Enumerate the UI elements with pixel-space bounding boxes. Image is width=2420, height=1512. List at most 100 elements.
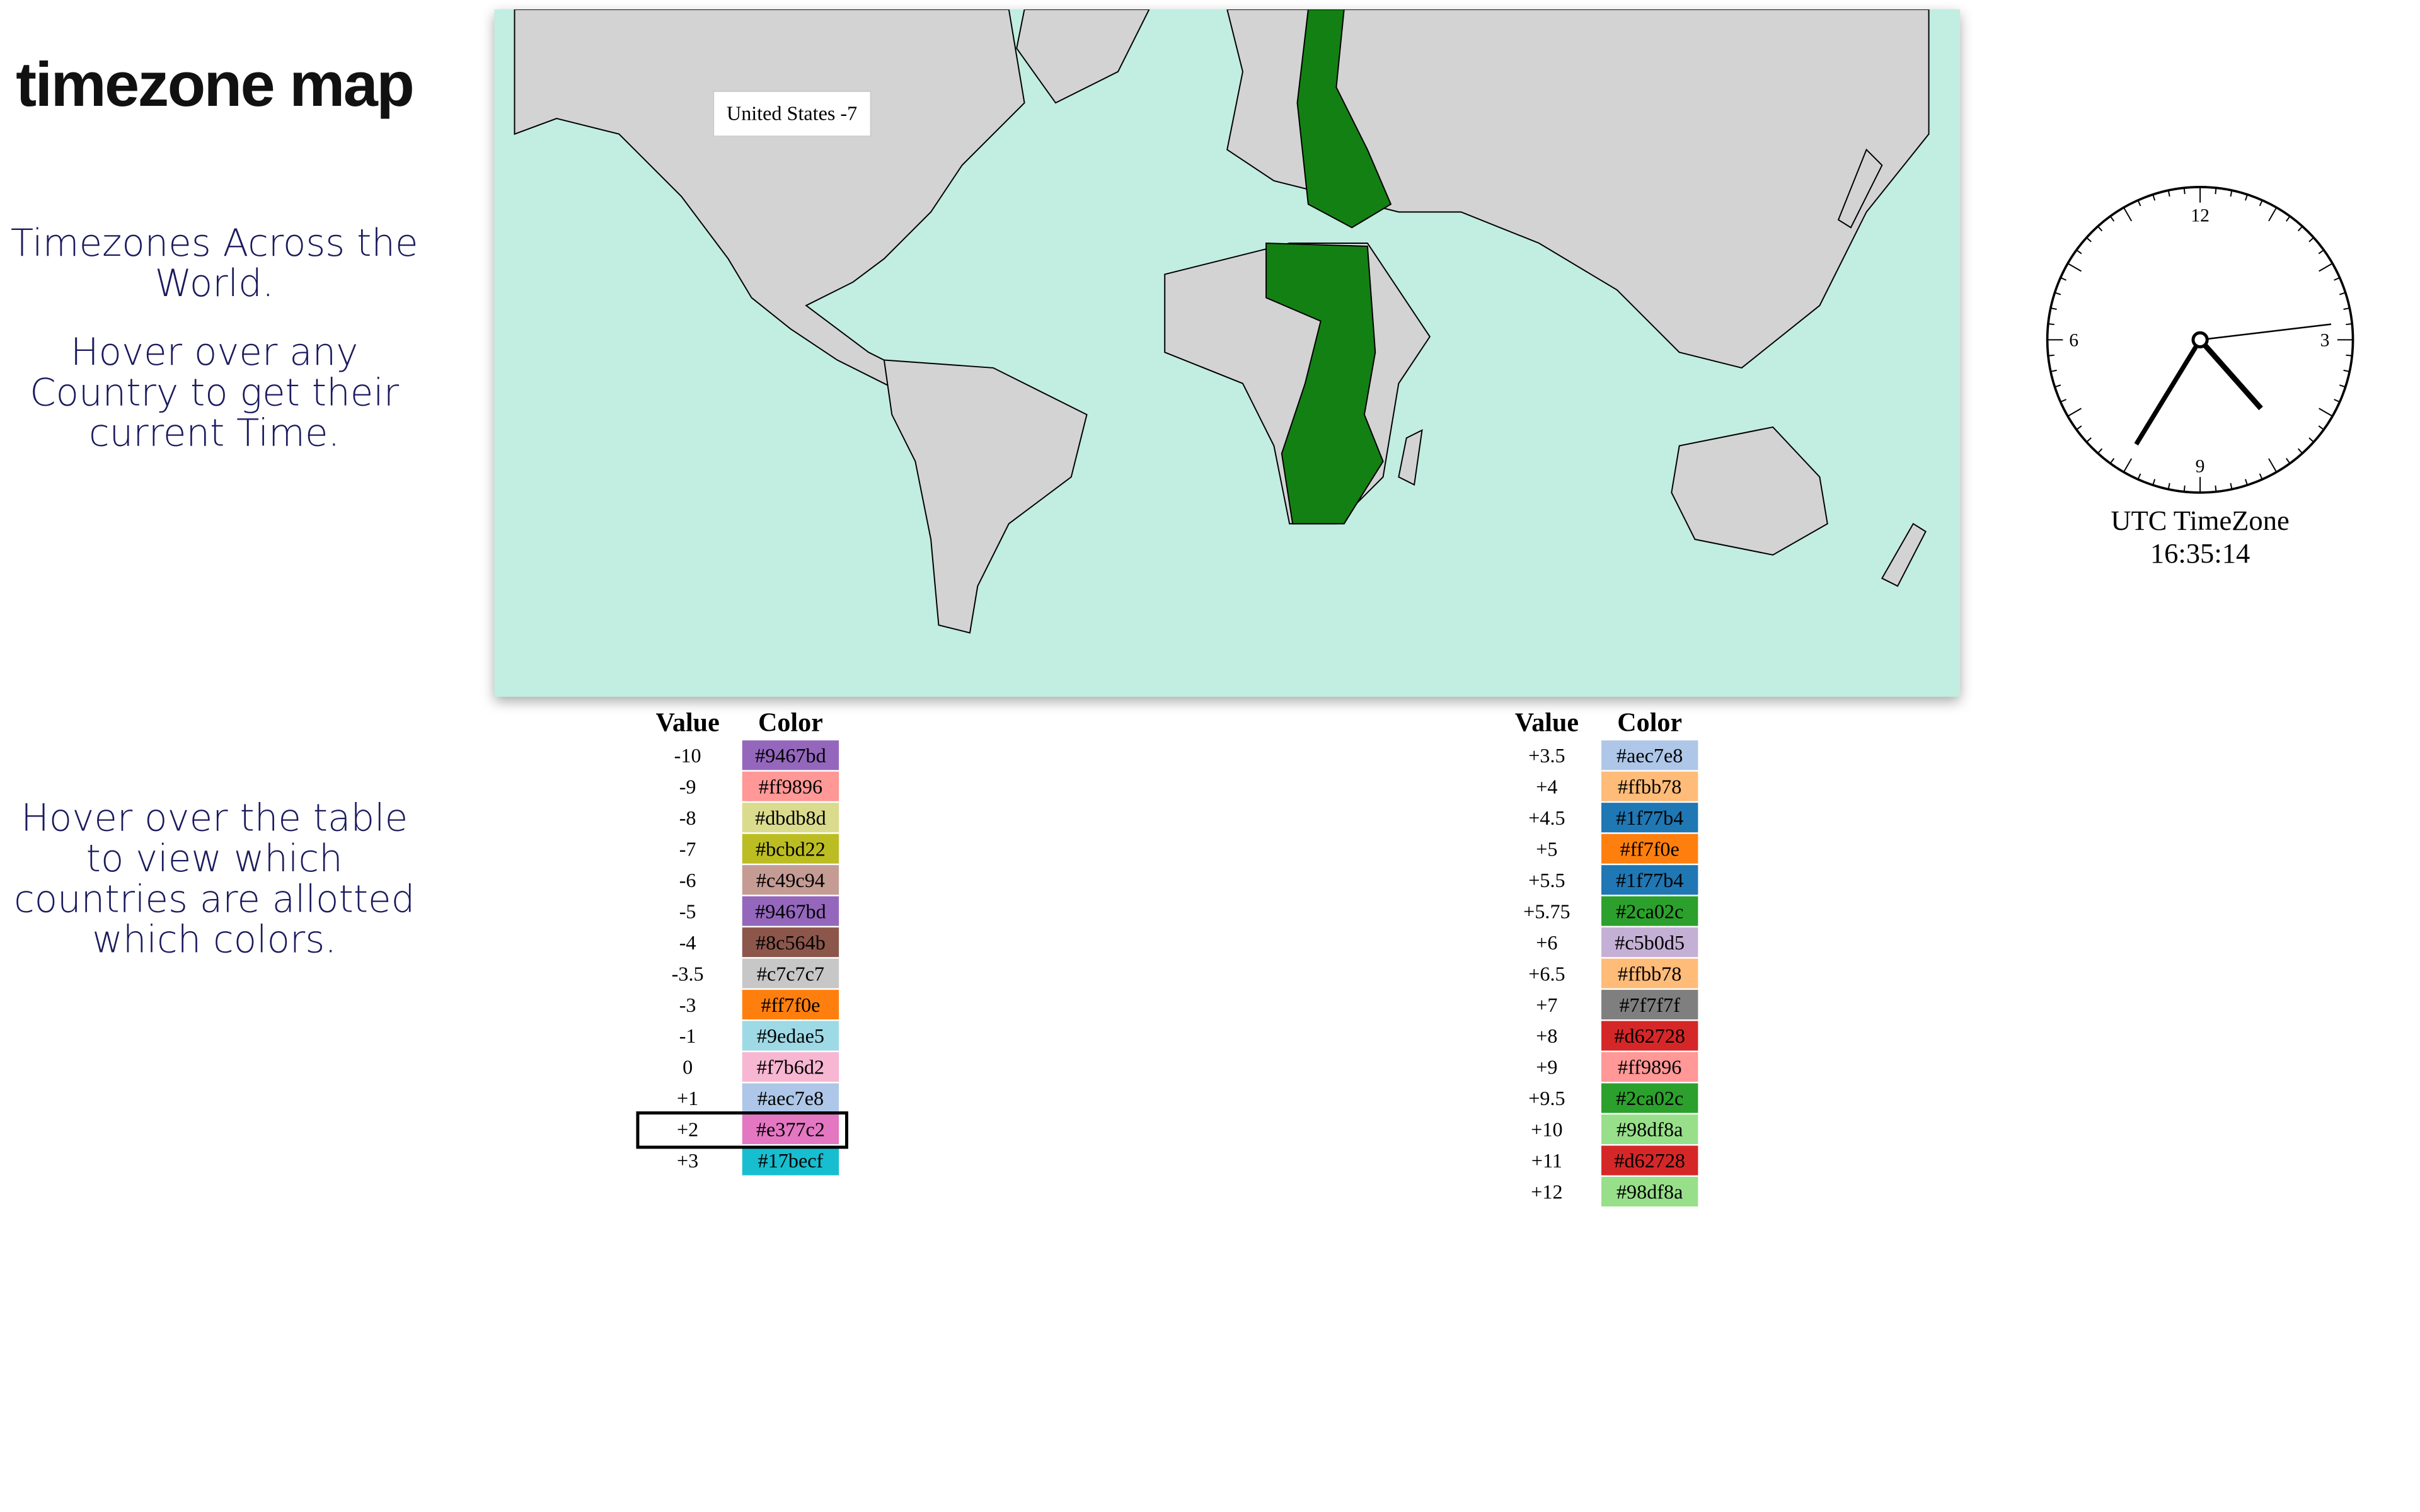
australia[interactable] — [1671, 426, 1828, 556]
table-row[interactable]: +3.5 #aec7e8 — [1499, 740, 1705, 771]
japan[interactable] — [1837, 148, 1883, 229]
color-cell: #7f7f7f — [1595, 990, 1704, 1021]
color-cell: #1f77b4 — [1595, 865, 1704, 896]
table-row[interactable]: +1 #aec7e8 — [639, 1083, 845, 1114]
table-row[interactable]: +10 #98df8a — [1499, 1114, 1705, 1145]
color-cell: #ffbb78 — [1595, 958, 1704, 990]
color-swatch: #9edae5 — [742, 1021, 839, 1051]
color-swatch: #aec7e8 — [1601, 740, 1698, 770]
table-row[interactable]: +4.5 #1f77b4 — [1499, 803, 1705, 833]
table-row[interactable]: -3 #ff7f0e — [639, 990, 845, 1021]
color-cell: #ff9896 — [736, 771, 845, 803]
table-row[interactable]: -1 #9edae5 — [639, 1021, 845, 1052]
clock-tick — [2086, 237, 2092, 243]
color-table[interactable]: Value Color +3.5 #aec7e8 +4 #ffbb78 +4.5 #1f77b… — [1499, 706, 1705, 1208]
value-cell: -5 — [679, 899, 696, 923]
clock-tick — [2319, 263, 2333, 272]
eurasia[interactable] — [1226, 9, 1930, 369]
table-row[interactable]: +6.5 #ffbb78 — [1499, 958, 1705, 990]
table-row[interactable]: -9 #ff9896 — [639, 771, 845, 803]
value-cell: 0 — [683, 1055, 693, 1079]
clock-tick — [2054, 292, 2061, 295]
value-cell: +4.5 — [1528, 806, 1565, 830]
color-cell: #d62728 — [1595, 1021, 1704, 1052]
world-map[interactable]: United States -7 — [494, 9, 1961, 697]
clock-tick — [2076, 425, 2082, 430]
highlight-africa[interactable] — [1265, 242, 1384, 525]
table-row[interactable]: +9.5 #2ca02c — [1499, 1083, 1705, 1114]
color-swatch: #e377c2 — [742, 1114, 839, 1145]
table-row[interactable]: +6 #c5b0d5 — [1499, 927, 1705, 958]
clock: 12 3 6 9 — [2046, 186, 2354, 494]
clock-tick — [2319, 408, 2333, 417]
value-cell: +12 — [1531, 1179, 1563, 1204]
table-row[interactable]: +2 #e377c2 — [636, 1111, 848, 1149]
north-america[interactable] — [514, 9, 1025, 401]
color-swatch: #1f77b4 — [1601, 865, 1698, 895]
clock-ticks — [2047, 186, 2353, 493]
table-row[interactable]: +5.5 #1f77b4 — [1499, 865, 1705, 896]
table-row[interactable]: -10 #9467bd — [639, 740, 845, 771]
value-cell: +10 — [1531, 1118, 1563, 1142]
table-row[interactable]: +5 #ff7f0e — [1499, 833, 1705, 865]
clock-tick — [2152, 479, 2156, 486]
table-row[interactable]: +7 #7f7f7f — [1499, 990, 1705, 1021]
clock-tick — [2067, 408, 2082, 417]
header-row: Value Color — [1499, 706, 1705, 740]
title: timezone map — [16, 51, 415, 120]
color-swatch: #ffbb78 — [1601, 771, 1698, 801]
value-cell: -3 — [679, 993, 696, 1017]
table-row[interactable]: -4 #8c564b — [639, 927, 845, 958]
second-hand — [2199, 323, 2332, 341]
color-swatch: #c5b0d5 — [1601, 927, 1698, 958]
south-america[interactable] — [883, 359, 1088, 634]
table-row[interactable]: -6 #c49c94 — [639, 865, 845, 896]
value-cell: -3.5 — [671, 961, 704, 985]
color-swatch: #dbdb8d — [742, 803, 839, 833]
table-row[interactable]: +4 #ffbb78 — [1499, 771, 1705, 803]
clock-number: 3 — [2320, 330, 2330, 350]
table-row[interactable]: +11 #d62728 — [1499, 1145, 1705, 1177]
header-row: Value Color — [639, 706, 845, 740]
table-row[interactable]: +3 #17becf — [639, 1145, 845, 1177]
clock-tick — [2245, 194, 2248, 201]
color-swatch: #2ca02c — [1601, 896, 1698, 926]
table-row[interactable]: -5 #9467bd — [639, 896, 845, 927]
table-row[interactable]: +9 #ff9896 — [1499, 1052, 1705, 1083]
color-swatch: #17becf — [742, 1145, 839, 1176]
table-row[interactable]: -3.5 #c7c7c7 — [639, 958, 845, 990]
clock-tick — [2123, 458, 2133, 472]
color-swatch: #bcbd22 — [742, 833, 839, 864]
new-zealand[interactable] — [1881, 522, 1927, 587]
table-row[interactable]: -7 #bcbd22 — [639, 833, 845, 865]
table-row[interactable]: -8 #dbdb8d — [639, 803, 845, 833]
value-cell: +6.5 — [1528, 961, 1565, 985]
clock-number: 12 — [2191, 205, 2210, 226]
clock-time: 16:35:14 — [2150, 537, 2250, 570]
value-cell: +7 — [1536, 993, 1558, 1017]
color-swatch: #2ca02c — [1601, 1083, 1698, 1113]
color-table[interactable]: Value Color -10 #9467bd -9 #ff9896 -8 #dbdb8d -7… — [636, 706, 848, 1177]
clock-tick — [2109, 215, 2115, 222]
clock-tick — [2048, 354, 2054, 357]
clock-tick — [2297, 448, 2303, 454]
madagascar[interactable] — [1398, 429, 1423, 486]
clock-tick — [2343, 307, 2350, 310]
color-cell: #bcbd22 — [736, 833, 845, 865]
clock-tick — [2334, 399, 2341, 403]
clock-tick — [2268, 458, 2278, 472]
color-cell: #dbdb8d — [736, 803, 845, 833]
value-cell: +11 — [1531, 1148, 1562, 1172]
table-row[interactable]: +8 #d62728 — [1499, 1021, 1705, 1052]
clock-caption: UTC TimeZone 16:35:14 — [2044, 505, 2356, 571]
table-row[interactable]: +5.75 #2ca02c — [1499, 896, 1705, 927]
table-row[interactable]: +12 #98df8a — [1499, 1177, 1705, 1208]
value-cell: +3.5 — [1528, 743, 1565, 767]
color-cell: #f7b6d2 — [736, 1052, 845, 1083]
highlight-europe[interactable] — [1296, 9, 1392, 229]
value-cell: -4 — [679, 931, 696, 954]
table-row[interactable]: 0 #f7b6d2 — [639, 1052, 845, 1083]
greenland[interactable] — [1016, 9, 1150, 104]
value-cell: +1 — [676, 1086, 699, 1110]
